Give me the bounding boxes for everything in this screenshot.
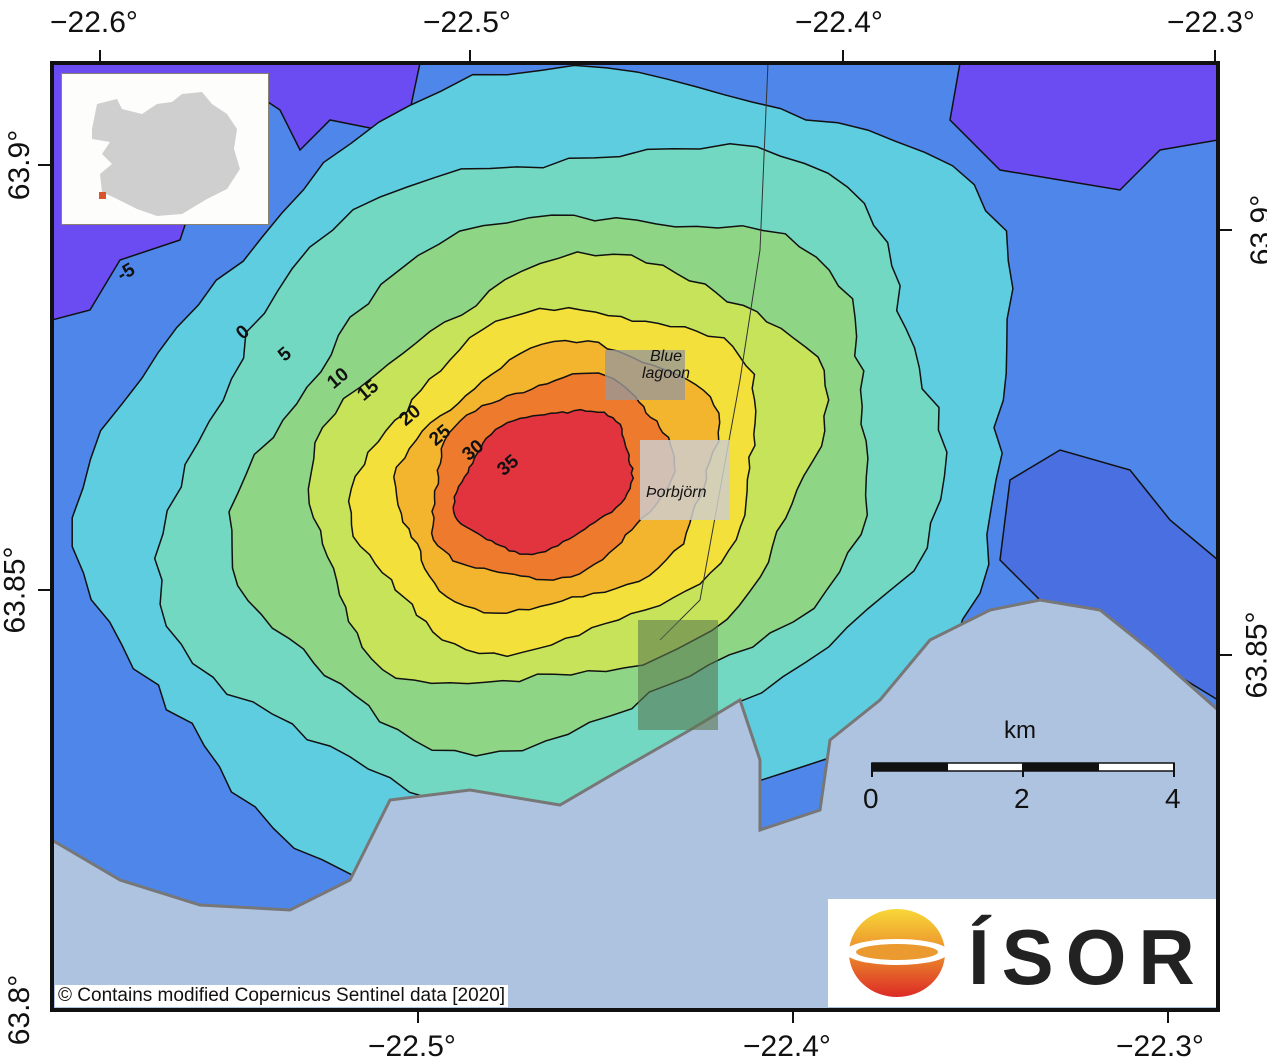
bottom-lon-label: −22.5°: [368, 1030, 456, 1063]
thorbjorn-hill: [640, 440, 730, 520]
blue-lagoon-area: [605, 350, 685, 400]
scalebar-segment: [872, 763, 948, 771]
right-lat-label: 63.9°: [1245, 194, 1267, 266]
contour-zone-max: [452, 408, 635, 556]
left-lat-label: 63.9°: [3, 129, 37, 201]
bottom-lon-label: −22.4°: [743, 1030, 831, 1063]
bottom-lon-label: −22.3°: [1116, 1030, 1204, 1063]
top-lon-label: −22.3°: [1167, 6, 1255, 39]
place-label-blue-lagoon: Blue lagoon: [641, 348, 691, 382]
left-lat-label: 63.85°: [0, 546, 32, 634]
top-lon-label: −22.4°: [795, 6, 883, 39]
scalebar-segment: [1023, 763, 1099, 771]
top-lon-label: −22.5°: [423, 6, 511, 39]
isor-logo-text: ÍSOR: [968, 913, 1207, 1001]
negative-5-zone-topright: [949, 63, 1218, 191]
top-lon-label: −22.6°: [50, 6, 138, 39]
left-lat-label: 63.8°: [3, 974, 37, 1046]
isor-logo-emblem: [845, 909, 949, 997]
study-area-marker: [99, 192, 106, 199]
scalebar-tick-label: 2: [1014, 783, 1030, 814]
copyright-credit: © Contains modified Copernicus Sentinel …: [55, 985, 509, 1007]
scalebar: [871, 762, 1175, 777]
scalebar-unit: km: [1004, 717, 1036, 744]
negative-5-zone-right: [999, 449, 1218, 701]
scalebar-tick-label: 0: [863, 783, 879, 814]
iceland-outline: [92, 92, 240, 216]
road: [659, 63, 769, 641]
grindavik-town: [638, 620, 718, 730]
iceland-inset-map: [61, 73, 269, 225]
scalebar-tick-label: 4: [1165, 783, 1181, 814]
right-lat-label: 63.85°: [1240, 611, 1267, 699]
isor-logo: ÍSOR: [828, 899, 1216, 1007]
place-label-thorbjorn: Þorbjörn: [646, 484, 707, 501]
map-frame: [50, 61, 1220, 1012]
